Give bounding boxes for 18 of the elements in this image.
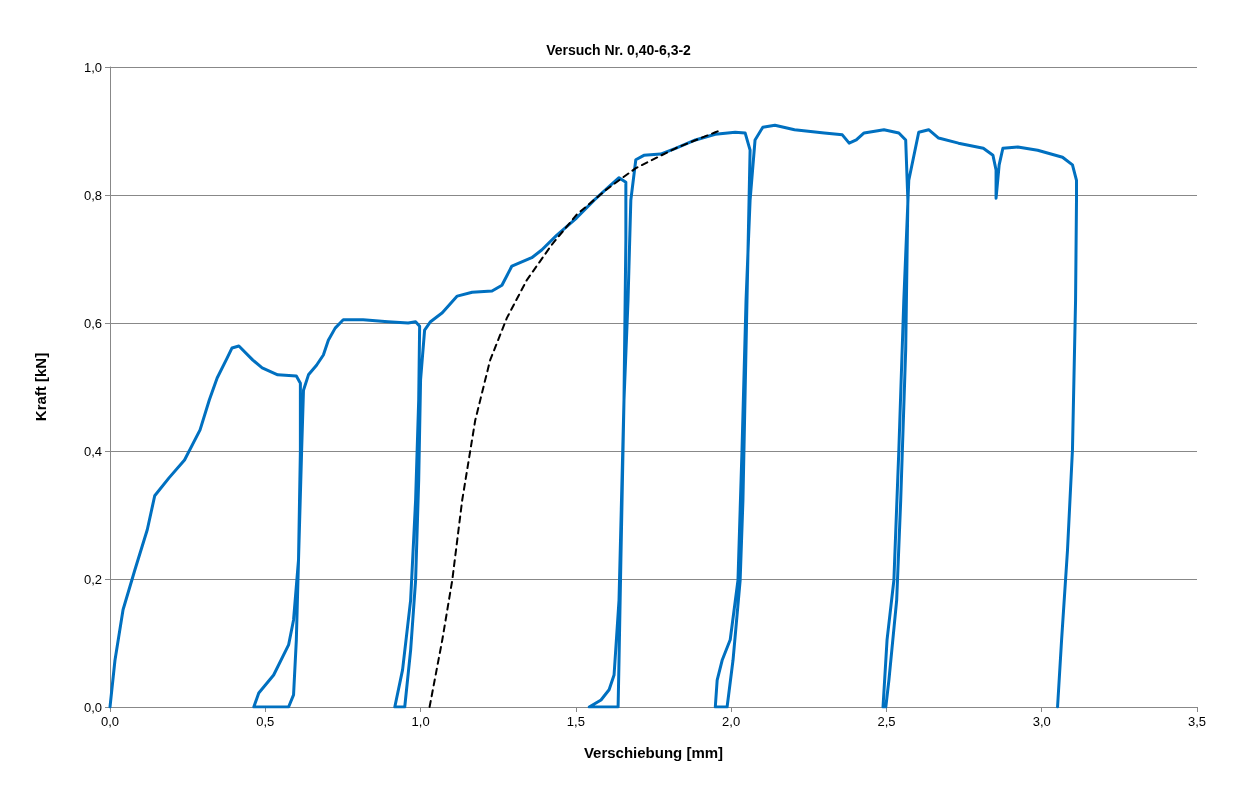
line-series	[108, 123, 1078, 709]
y-axis-title: Kraft [kN]	[32, 352, 49, 422]
x-tick-label: 2,5	[877, 714, 896, 729]
x-tick-label: 1,5	[566, 714, 585, 729]
y-tick-label: 0,4	[83, 443, 102, 459]
x-tick-label: 1,0	[411, 714, 430, 729]
x-tick-label: 0,5	[256, 714, 275, 729]
x-tick-label: 0,0	[100, 714, 120, 729]
chart-title: Versuch Nr. 0,40-6,3-2	[546, 42, 692, 58]
y-tick-label: 1,0	[83, 59, 102, 75]
y-tick-label: 0,0	[83, 699, 102, 715]
x-tick-label: 2,0	[722, 714, 741, 729]
x-axis-title: Verschiebung [mm]	[583, 744, 724, 761]
y-tick-label: 0,8	[83, 187, 102, 203]
y-tick-label: 0,2	[83, 571, 102, 587]
y-tick-label: 0,6	[83, 315, 102, 331]
x-tick-label: 3,5	[1187, 714, 1207, 729]
x-tick-label: 3,0	[1032, 714, 1051, 729]
